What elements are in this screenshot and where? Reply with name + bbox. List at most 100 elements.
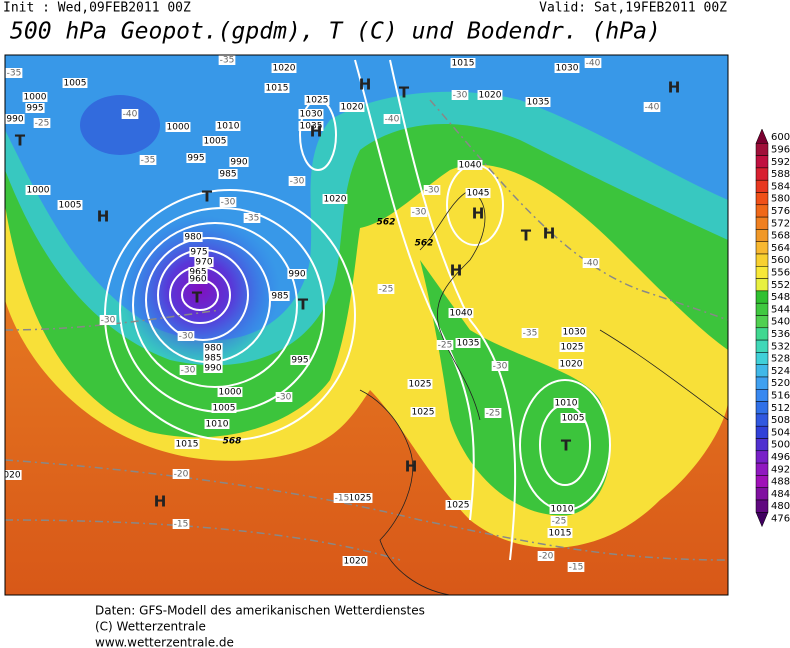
pressure-center: H (450, 262, 463, 280)
isobar-label-box (290, 355, 310, 365)
isobar-label: 1030 (556, 64, 579, 74)
colorbar-cell (755, 266, 769, 279)
colorbar: 6005965925885845805765725685645605565525… (755, 128, 790, 528)
temperature-label-box (584, 58, 602, 68)
colorbar-label: 588 (771, 169, 790, 180)
isobar-label-box (165, 122, 191, 132)
colorbar-label: 516 (771, 390, 790, 401)
title: 500 hPa Geopot.(gpdm), T (C) und Bodendr… (10, 19, 661, 45)
isobar-label: 975 (190, 248, 207, 258)
colorbar-label: 560 (771, 255, 790, 266)
isobar-label-box (204, 419, 230, 429)
temperature-label: -35 (7, 69, 22, 79)
isobar-label-box (217, 387, 243, 397)
colorbar-label: 544 (771, 304, 790, 315)
colorbar-label: 512 (771, 403, 790, 414)
isobar-label: 990 (6, 115, 23, 125)
isobar-label: 1030 (300, 110, 323, 120)
temperature-label: -30 (493, 362, 508, 372)
isobar-label-box (211, 403, 237, 413)
isobar-label-box (203, 353, 223, 363)
pressure-center: H (154, 493, 167, 511)
isobar-label: 995 (291, 356, 308, 366)
isobar-label-box (553, 398, 579, 408)
colorbar-cell (755, 179, 769, 193)
colorbar-label: 488 (771, 477, 790, 488)
height-label: 568 (223, 437, 242, 447)
pressure-center: H (359, 76, 372, 94)
pressure-center: H (97, 208, 110, 226)
isobar-label: 1005 (562, 414, 585, 424)
temperature-label: -25 (486, 409, 501, 419)
isobar-label-box (561, 327, 587, 337)
temperature-label: -25 (438, 341, 453, 351)
pressure-center: T (202, 188, 213, 206)
isobar-label: 980 (204, 344, 221, 354)
colorbar-cell (755, 487, 769, 501)
isobar-label-box (22, 92, 48, 102)
colorbar-cell (755, 290, 769, 304)
isobar-label: 1020 (344, 557, 367, 567)
pressure-center: T (15, 132, 26, 150)
colorbar-label: 572 (771, 218, 790, 229)
temperature-label-box (491, 361, 509, 371)
colorbar-cell (755, 475, 769, 488)
colorbar-cell (755, 339, 769, 353)
temperature-label: -30 (425, 186, 440, 196)
colorbar-cell (755, 413, 769, 427)
isobar-label: 985 (219, 170, 236, 180)
colorbar-label: 508 (771, 415, 790, 426)
colorbar-cell (755, 128, 769, 144)
isobar-label-box (194, 257, 214, 267)
temperature-label-box (451, 90, 469, 100)
isobar-label: 1020 (341, 103, 364, 113)
temperature-label: -40 (123, 110, 138, 120)
map-labels: 1005100099599010001005101010151020102510… (5, 55, 680, 573)
isobar-label: 1015 (549, 529, 572, 539)
isobar-label-box (547, 528, 573, 538)
pressure-center: H (472, 205, 485, 223)
colorbar-cell (755, 438, 769, 452)
temperature-label: -25 (379, 285, 394, 295)
isobar-label-box (457, 160, 483, 170)
colorbar-label: 576 (771, 206, 790, 217)
temperature-label-box (521, 328, 539, 338)
colorbar-cell (755, 352, 769, 365)
isobar-label-box (183, 232, 203, 242)
isobar-label-box (410, 407, 436, 417)
colorbar-label: 532 (771, 341, 790, 352)
isobar-label-box (322, 194, 348, 204)
footer-line: (C) Wetterzentrale (95, 620, 206, 634)
temperature-label: -20 (174, 470, 189, 480)
temperature-label: -35 (523, 329, 538, 339)
isobar-label-box (188, 274, 208, 284)
isobar-label: 995 (26, 104, 43, 114)
colorbar-label: 480 (771, 501, 790, 512)
colorbar-cell (755, 425, 769, 439)
isobar-label-box (229, 157, 249, 167)
isobar-label-box (186, 153, 206, 163)
temperature-label: -20 (539, 552, 554, 562)
isobar-label: 1005 (64, 79, 87, 89)
colorbar-cell (755, 389, 769, 402)
temperature-label-box (643, 102, 661, 112)
isobar-label: 1010 (551, 505, 574, 515)
pressure-center: T (298, 296, 309, 314)
temperature-label-box (139, 155, 157, 165)
colorbar-label: 584 (771, 181, 790, 192)
colorbar-cell (755, 327, 769, 341)
isobar-label-box (189, 247, 209, 257)
colorbar-cell (755, 253, 769, 267)
isobar-label-box (5, 114, 25, 124)
colorbar-label: 536 (771, 329, 790, 340)
isobar-label-box (57, 200, 83, 210)
colorbar-cell (755, 376, 769, 390)
valid-text: Valid: Sat,19FEB2011 00Z (539, 1, 727, 16)
colorbar-cell (755, 204, 769, 218)
temperature-label-box (177, 331, 195, 341)
temperature-label: -40 (584, 259, 599, 269)
isobar-label-box (298, 109, 324, 119)
colorbar-label: 556 (771, 267, 790, 278)
isobar-label: 1045 (467, 189, 490, 199)
isobar-label-box (339, 102, 365, 112)
